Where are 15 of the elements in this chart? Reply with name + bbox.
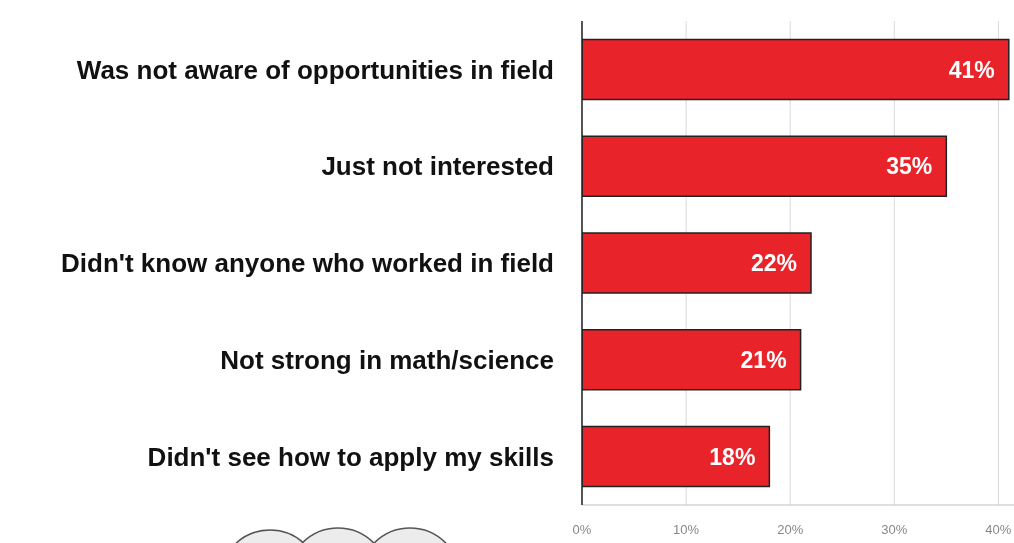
- y-tick-label: Didn't see how to apply my skills: [147, 441, 554, 472]
- data-label: 18%: [709, 443, 756, 470]
- x-tick-label: 30%: [881, 522, 908, 538]
- data-label: 41%: [948, 56, 995, 83]
- x-tick-label: 10%: [673, 522, 700, 538]
- y-tick-label: Not strong in math/science: [220, 345, 554, 376]
- y-tick-label: Didn't know anyone who worked in field: [61, 248, 554, 279]
- y-tick-label: Just not interested: [321, 151, 554, 182]
- x-tick-label: 20%: [777, 522, 804, 538]
- x-tick-label: 40%: [985, 522, 1012, 538]
- data-label: 35%: [886, 153, 933, 180]
- data-label: 21%: [740, 346, 787, 373]
- x-tick-label: 0%: [572, 522, 592, 538]
- data-label: 22%: [750, 250, 798, 277]
- y-tick-label: Was not aware of opportunities in field: [76, 54, 554, 85]
